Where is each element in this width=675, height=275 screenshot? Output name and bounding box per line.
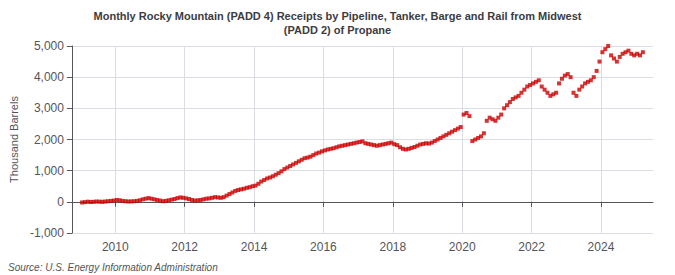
svg-text:Thousand Barrels: Thousand Barrels (8, 96, 20, 183)
svg-text:2014: 2014 (241, 240, 268, 254)
svg-text:Monthly Rocky Mountain (PADD 4: Monthly Rocky Mountain (PADD 4) Receipts… (94, 10, 582, 22)
svg-text:3,000: 3,000 (34, 101, 64, 115)
svg-text:0: 0 (57, 195, 64, 209)
svg-text:2022: 2022 (518, 240, 545, 254)
svg-text:-1,000: -1,000 (30, 226, 64, 240)
svg-text:2010: 2010 (102, 240, 129, 254)
svg-text:2,000: 2,000 (34, 133, 64, 147)
svg-text:(PADD 2) of Propane: (PADD 2) of Propane (284, 24, 391, 36)
svg-text:4,000: 4,000 (34, 70, 64, 84)
svg-text:1,000: 1,000 (34, 164, 64, 178)
svg-text:2016: 2016 (310, 240, 337, 254)
svg-text:2012: 2012 (171, 240, 198, 254)
svg-text:5,000: 5,000 (34, 39, 64, 53)
svg-text:2024: 2024 (588, 240, 615, 254)
svg-text:2020: 2020 (449, 240, 476, 254)
svg-text:Source: U.S. Energy Informatio: Source: U.S. Energy Information Administ… (8, 262, 218, 273)
svg-text:2018: 2018 (379, 240, 406, 254)
